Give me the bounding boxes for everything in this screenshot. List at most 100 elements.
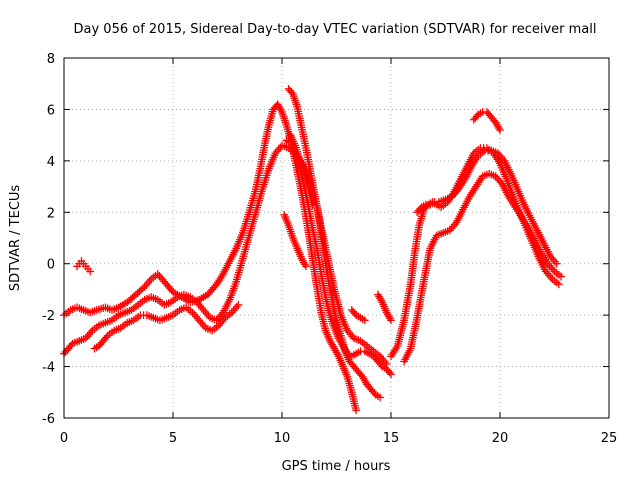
data-point bbox=[326, 337, 338, 351]
data-point bbox=[232, 257, 246, 286]
data-point bbox=[73, 303, 86, 313]
data-point bbox=[166, 295, 180, 307]
data-point bbox=[544, 259, 557, 274]
data-point bbox=[278, 108, 290, 127]
data-point bbox=[432, 229, 445, 240]
data-point bbox=[319, 244, 332, 279]
x-tick-label: 0 bbox=[60, 431, 68, 446]
data-point bbox=[293, 244, 305, 261]
data-point bbox=[212, 272, 226, 289]
y-axis-label: SDTVAR / TECUs bbox=[8, 185, 23, 292]
x-tick-label: 25 bbox=[601, 431, 618, 446]
data-point bbox=[334, 352, 347, 369]
data-point bbox=[378, 298, 390, 315]
data-point bbox=[134, 297, 147, 309]
y-tick-label: 2 bbox=[47, 206, 55, 221]
data-point bbox=[435, 196, 448, 206]
data-point bbox=[219, 298, 233, 317]
data-point bbox=[387, 316, 395, 325]
data-point bbox=[284, 85, 296, 97]
data-point bbox=[162, 312, 175, 322]
data-point bbox=[212, 310, 226, 325]
data-point bbox=[110, 325, 123, 335]
data-point bbox=[531, 236, 545, 256]
data-point bbox=[103, 328, 116, 340]
data-point bbox=[221, 310, 234, 322]
data-point bbox=[478, 170, 491, 181]
data-point bbox=[140, 294, 153, 304]
data-point bbox=[86, 267, 95, 276]
data-point bbox=[511, 203, 525, 220]
x-tick-label: 5 bbox=[169, 431, 177, 446]
data-point bbox=[376, 352, 389, 366]
data-point bbox=[286, 131, 299, 148]
data-point bbox=[400, 346, 414, 366]
data-point bbox=[260, 123, 273, 150]
data-point bbox=[387, 370, 395, 379]
data-point bbox=[326, 311, 338, 330]
data-point bbox=[500, 157, 514, 176]
data-point bbox=[461, 164, 475, 183]
data-point bbox=[363, 380, 374, 392]
data-point bbox=[498, 180, 512, 199]
data-point bbox=[64, 341, 76, 353]
data-point bbox=[526, 213, 540, 232]
data-point bbox=[469, 112, 481, 124]
data-point bbox=[225, 246, 239, 265]
data-point bbox=[537, 249, 551, 266]
data-point bbox=[265, 151, 279, 173]
data-point bbox=[507, 169, 521, 191]
data-point bbox=[374, 290, 386, 305]
data-point bbox=[485, 169, 498, 180]
data-point bbox=[459, 195, 473, 214]
data-point bbox=[555, 280, 563, 289]
data-point bbox=[251, 187, 266, 217]
data-point bbox=[219, 259, 233, 278]
data-point bbox=[539, 239, 553, 258]
data-point bbox=[393, 318, 408, 350]
data-point bbox=[491, 118, 503, 132]
data-point bbox=[376, 393, 384, 402]
data-point bbox=[382, 308, 394, 323]
data-point bbox=[352, 406, 360, 415]
data-point bbox=[188, 308, 202, 323]
x-tick-label: 15 bbox=[383, 431, 400, 446]
data-point bbox=[295, 154, 307, 173]
data-point bbox=[204, 282, 219, 299]
data-point bbox=[101, 317, 114, 327]
data-point bbox=[313, 283, 325, 315]
data-point bbox=[238, 210, 253, 237]
data-point bbox=[496, 159, 510, 181]
data-point bbox=[308, 254, 321, 289]
data-point bbox=[406, 249, 419, 289]
data-point bbox=[552, 259, 561, 268]
data-point bbox=[524, 223, 538, 243]
data-point bbox=[289, 90, 301, 109]
data-point bbox=[520, 200, 534, 220]
data-point bbox=[533, 226, 547, 245]
axis-ticks: 0 5 10 15 20 25 -6 -4 -2 0 2 4 6 8 bbox=[42, 52, 617, 446]
data-point bbox=[297, 123, 310, 150]
y-tick-label: 6 bbox=[47, 103, 55, 118]
data-point bbox=[465, 184, 479, 201]
data-point bbox=[280, 211, 292, 227]
data-point bbox=[86, 307, 99, 317]
data-point bbox=[367, 385, 379, 397]
data-point bbox=[452, 208, 466, 227]
data-points bbox=[60, 85, 565, 415]
chart-title: Day 056 of 2015, Sidereal Day-to-day VTE… bbox=[74, 22, 597, 37]
data-point bbox=[232, 231, 246, 253]
data-point bbox=[160, 277, 176, 295]
y-tick-label: -6 bbox=[42, 412, 55, 427]
y-tick-label: 0 bbox=[47, 258, 55, 273]
data-point bbox=[273, 100, 285, 114]
x-axis-label: GPS time / hours bbox=[282, 459, 391, 474]
data-point bbox=[225, 280, 240, 304]
data-point bbox=[411, 223, 423, 255]
data-point bbox=[149, 313, 162, 324]
y-tick-label: 4 bbox=[47, 155, 55, 170]
data-point bbox=[214, 315, 228, 330]
data-point bbox=[310, 190, 323, 219]
data-point bbox=[463, 151, 477, 170]
